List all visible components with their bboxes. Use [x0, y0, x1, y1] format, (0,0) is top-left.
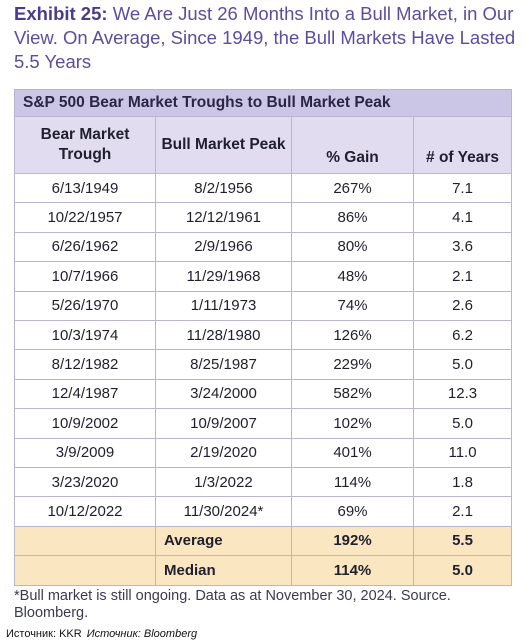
- summary-gain: 192%: [291, 525, 414, 557]
- cell-trough: 12/4/1987: [14, 378, 156, 410]
- table-row: 10/22/1957 12/12/1961 86% 4.1: [14, 202, 513, 233]
- table-row: 3/23/2020 1/3/2022 114% 1.8: [14, 466, 513, 498]
- cell-peak: 11/29/1968: [155, 261, 292, 292]
- source-kkr: Источник: KKR: [6, 628, 82, 640]
- cell-trough: 3/9/2009: [14, 437, 156, 468]
- cell-trough: 6/26/1962: [14, 231, 156, 263]
- cell-peak: 1/11/1973: [155, 290, 292, 321]
- table-row: 10/3/1974 11/28/1980 126% 6.2: [14, 319, 513, 351]
- header-gain: % Gain: [291, 116, 414, 174]
- cell-trough: 10/9/2002: [14, 408, 156, 439]
- header-years: # of Years: [412, 116, 513, 174]
- cell-years: 1.8: [412, 466, 513, 498]
- summary-gain: 114%: [291, 555, 414, 586]
- cell-gain: 69%: [291, 496, 414, 527]
- cell-gain: 86%: [291, 202, 414, 233]
- table-row: 5/26/1970 1/11/1973 74% 2.6: [14, 290, 513, 321]
- cell-years: 2.1: [412, 496, 513, 527]
- cell-years: 5.0: [412, 349, 513, 380]
- summary-row: Median 114% 5.0: [14, 555, 513, 586]
- summary-label: Average: [155, 525, 292, 557]
- exhibit-title-text: We Are Just 26 Months Into a Bull Market…: [14, 3, 516, 72]
- cell-years: 5.0: [412, 408, 513, 439]
- cell-trough: 10/7/1966: [14, 261, 156, 292]
- cell-gain: 229%: [291, 349, 414, 380]
- cell-gain: 401%: [291, 437, 414, 468]
- cell-years: 11.0: [412, 437, 513, 468]
- cell-trough: 10/22/1957: [14, 202, 156, 233]
- table-header-row: Bear Market Trough Bull Market Peak % Ga…: [14, 116, 513, 174]
- source-line: Источник: KKR Источник: Bloomberg: [6, 628, 197, 640]
- cell-peak: 2/9/1966: [155, 231, 292, 263]
- cell-gain: 114%: [291, 466, 414, 498]
- header-bear-market-trough: Bear Market Trough: [14, 116, 156, 174]
- table-row: 10/12/2022 11/30/2024* 69% 2.1: [14, 496, 513, 527]
- table-row: 8/12/1982 8/25/1987 229% 5.0: [14, 349, 513, 380]
- header-bull-market-peak: Bull Market Peak: [155, 116, 292, 174]
- exhibit-title: Exhibit 25: We Are Just 26 Months Into a…: [14, 2, 519, 74]
- cell-years: 2.1: [412, 261, 513, 292]
- summary-blank-cell: [14, 555, 156, 586]
- summary-row: Average 192% 5.5: [14, 525, 513, 557]
- cell-years: 6.2: [412, 319, 513, 351]
- table-row: 10/9/2002 10/9/2007 102% 5.0: [14, 408, 513, 439]
- table-row: 6/26/1962 2/9/1966 80% 3.6: [14, 231, 513, 263]
- cell-trough: 6/13/1949: [14, 172, 156, 204]
- cell-gain: 102%: [291, 408, 414, 439]
- cell-years: 3.6: [412, 231, 513, 263]
- cell-trough: 10/3/1974: [14, 319, 156, 351]
- cell-trough: 8/12/1982: [14, 349, 156, 380]
- cell-peak: 8/2/1956: [155, 172, 292, 204]
- cell-gain: 126%: [291, 319, 414, 351]
- cell-peak: 10/9/2007: [155, 408, 292, 439]
- summary-blank-cell: [14, 525, 156, 557]
- summary-years: 5.5: [412, 525, 513, 557]
- cell-trough: 3/23/2020: [14, 466, 156, 498]
- table-row: 3/9/2009 2/19/2020 401% 11.0: [14, 437, 513, 468]
- summary-years: 5.0: [412, 555, 513, 586]
- cell-years: 12.3: [412, 378, 513, 410]
- cell-peak: 3/24/2000: [155, 378, 292, 410]
- footnote: *Bull market is still ongoing. Data as a…: [14, 588, 451, 621]
- table-caption: S&P 500 Bear Market Troughs to Bull Mark…: [13, 89, 513, 117]
- cell-gain: 48%: [291, 261, 414, 292]
- cell-gain: 267%: [291, 172, 414, 204]
- bull-market-table: S&P 500 Bear Market Troughs to Bull Mark…: [13, 89, 513, 586]
- table-caption-row: S&P 500 Bear Market Troughs to Bull Mark…: [13, 89, 513, 117]
- cell-trough: 5/26/1970: [14, 290, 156, 321]
- cell-trough: 10/12/2022: [14, 496, 156, 527]
- cell-gain: 582%: [291, 378, 414, 410]
- table-row: 6/13/1949 8/2/1956 267% 7.1: [14, 172, 513, 204]
- cell-years: 4.1: [412, 202, 513, 233]
- cell-peak: 11/30/2024*: [155, 496, 292, 527]
- source-bloomberg: Источник: Bloomberg: [86, 628, 198, 640]
- summary-label: Median: [155, 555, 292, 586]
- exhibit-number: Exhibit 25:: [14, 3, 108, 24]
- cell-peak: 12/12/1961: [155, 202, 292, 233]
- cell-peak: 2/19/2020: [155, 437, 292, 468]
- cell-peak: 11/28/1980: [155, 319, 292, 351]
- cell-years: 2.6: [412, 290, 513, 321]
- table-row: 12/4/1987 3/24/2000 582% 12.3: [14, 378, 513, 410]
- cell-peak: 1/3/2022: [155, 466, 292, 498]
- cell-gain: 80%: [291, 231, 414, 263]
- cell-years: 7.1: [412, 172, 513, 204]
- cell-peak: 8/25/1987: [155, 349, 292, 380]
- cell-gain: 74%: [291, 290, 414, 321]
- table-row: 10/7/1966 11/29/1968 48% 2.1: [14, 261, 513, 292]
